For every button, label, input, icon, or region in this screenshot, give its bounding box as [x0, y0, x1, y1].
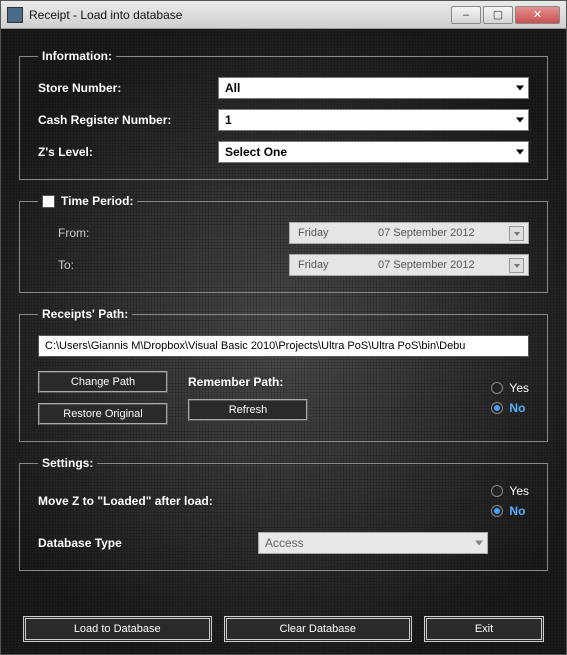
receipts-path-input[interactable]: C:\Users\Giannis M\Dropbox\Visual Basic … [38, 335, 529, 357]
window-root: Receipt - Load into database – ▢ ✕ Infor… [0, 0, 567, 655]
move-z-radio-group: Yes No [491, 484, 529, 518]
close-button[interactable]: ✕ [515, 6, 560, 24]
from-date: 07 September 2012 [378, 227, 475, 239]
receipts-path-value: C:\Users\Giannis M\Dropbox\Visual Basic … [45, 340, 465, 352]
remember-path-label: Remember Path: [188, 375, 308, 389]
app-icon [7, 7, 23, 23]
movez-no-radio[interactable] [491, 505, 503, 517]
from-date-picker[interactable]: Friday 07 September 2012 [289, 222, 529, 244]
refresh-button[interactable]: Refresh [188, 399, 308, 421]
z-level-select[interactable]: Select One [218, 141, 529, 163]
remember-yes-label: Yes [509, 381, 529, 395]
store-number-value: All [225, 81, 240, 95]
exit-button[interactable]: Exit [424, 616, 544, 642]
chevron-down-icon [516, 150, 524, 155]
to-date-picker[interactable]: Friday 07 September 2012 [289, 254, 529, 276]
maximize-button[interactable]: ▢ [483, 6, 513, 24]
load-to-database-button[interactable]: Load to Database [23, 616, 212, 642]
title-bar[interactable]: Receipt - Load into database – ▢ ✕ [1, 1, 566, 29]
change-path-button[interactable]: Change Path [38, 371, 168, 393]
calendar-icon [509, 258, 524, 273]
remember-no-radio[interactable] [491, 402, 503, 414]
remember-no-label: No [509, 401, 525, 415]
store-number-label: Store Number: [38, 81, 218, 95]
remember-path-radio-group: Yes No [491, 381, 529, 415]
window-title: Receipt - Load into database [29, 8, 451, 22]
receipts-path-legend: Receipts' Path: [38, 307, 132, 321]
store-number-select[interactable]: All [218, 77, 529, 99]
chevron-down-icon [516, 86, 524, 91]
to-day: Friday [298, 259, 378, 271]
information-legend: Information: [38, 49, 116, 63]
time-period-group: Time Period: From: Friday 07 September 2… [19, 194, 548, 293]
db-type-value: Access [265, 536, 304, 550]
from-day: Friday [298, 227, 378, 239]
move-z-label: Move Z to "Loaded" after load: [38, 494, 491, 508]
z-level-value: Select One [225, 145, 287, 159]
db-type-select[interactable]: Access [258, 532, 488, 554]
remember-yes-radio[interactable] [491, 382, 503, 394]
time-period-legend-text: Time Period: [61, 194, 133, 208]
time-period-checkbox[interactable] [42, 195, 55, 208]
client-area: Information: Store Number: All Cash Regi… [1, 29, 566, 654]
movez-yes-radio[interactable] [491, 485, 503, 497]
calendar-icon [509, 226, 524, 241]
z-level-label: Z's Level: [38, 145, 218, 159]
restore-original-button[interactable]: Restore Original [38, 403, 168, 425]
cash-register-value: 1 [225, 113, 232, 127]
to-label: To: [58, 258, 138, 272]
to-date: 07 September 2012 [378, 259, 475, 271]
chevron-down-icon [516, 118, 524, 123]
settings-group: Settings: Move Z to "Loaded" after load:… [19, 456, 548, 571]
time-period-legend: Time Period: [38, 194, 137, 208]
information-group: Information: Store Number: All Cash Regi… [19, 49, 548, 180]
window-buttons: – ▢ ✕ [451, 6, 560, 24]
movez-yes-label: Yes [509, 484, 529, 498]
cash-register-select[interactable]: 1 [218, 109, 529, 131]
cash-register-label: Cash Register Number: [38, 113, 218, 127]
clear-database-button[interactable]: Clear Database [224, 616, 413, 642]
footer-buttons: Load to Database Clear Database Exit [19, 616, 548, 642]
minimize-button[interactable]: – [451, 6, 481, 24]
settings-legend: Settings: [38, 456, 97, 470]
db-type-label: Database Type [38, 536, 258, 550]
movez-no-label: No [509, 504, 525, 518]
receipts-path-group: Receipts' Path: C:\Users\Giannis M\Dropb… [19, 307, 548, 442]
from-label: From: [58, 226, 138, 240]
chevron-down-icon [475, 541, 483, 546]
